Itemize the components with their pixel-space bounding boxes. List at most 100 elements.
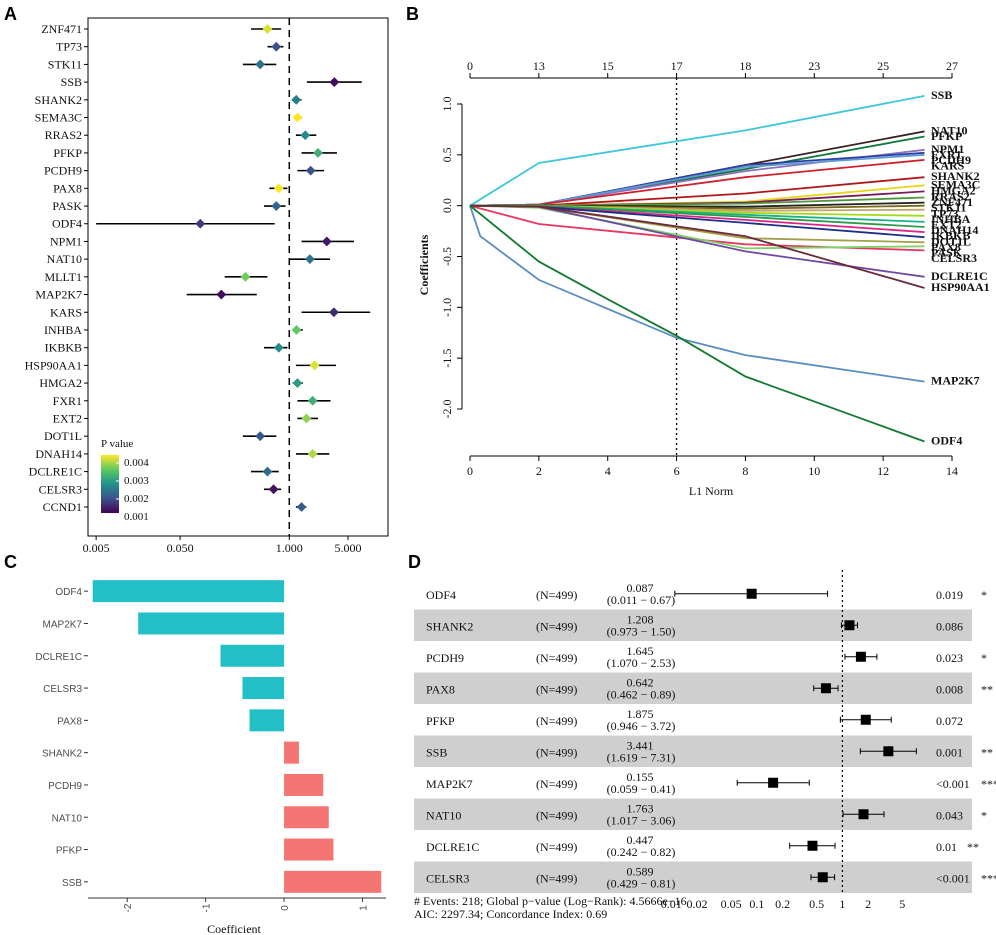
estimate-point-a (255, 431, 266, 442)
row-label-a: DCLRE1C (29, 465, 82, 479)
x-tick-label-b: 4 (605, 464, 611, 478)
row-ci-d: (1.070 − 2.53) (607, 656, 676, 670)
series-label-b: HSP90AA1 (931, 280, 990, 294)
estimate-point-a (273, 342, 284, 353)
series-label-b: INHBA (931, 212, 971, 226)
row-signif-d: ** (967, 840, 979, 854)
estimate-point-a (309, 360, 320, 371)
estimate-point-a (328, 307, 339, 318)
row-pvalue-d: 0.086 (936, 619, 963, 633)
row-label-a: HSP90AA1 (25, 358, 82, 372)
x-tick-label-a: 0.050 (167, 541, 194, 555)
row-name-d: DCLRE1C (426, 840, 479, 854)
series-label-b: DCLRE1C (931, 269, 988, 283)
row-label-a: SSB (61, 75, 82, 89)
row-label-a: SEMA3C (35, 111, 82, 125)
estimate-point-a (292, 112, 303, 123)
series-label-b: CELSR3 (931, 251, 977, 265)
estimate-point-a (273, 183, 284, 194)
estimate-point-a (292, 378, 303, 388)
footer-aic-d: AIC: 2297.34; Concordance Index: 0.69 (414, 907, 607, 921)
series-label-b: EXT2 (931, 218, 962, 232)
x-tick-label-d: 0.05 (721, 897, 742, 911)
series-label-b: SEMA3C (931, 177, 980, 191)
panel-label-a: A (4, 4, 17, 24)
row-label-a: SHANK2 (35, 93, 82, 107)
x-tick-label-d: 1 (839, 897, 845, 911)
bar-nat10 (284, 806, 329, 829)
row-signif-d: *** (981, 871, 996, 885)
row-ci-d: (1.017 − 3.06) (607, 813, 676, 827)
series-label-b: SHANK2 (931, 169, 980, 183)
estimate-box-d (820, 683, 831, 694)
row-pvalue-d: 0.01 (936, 840, 957, 854)
x-tick-label-c: -1 (202, 903, 213, 912)
legend-label-a: 0.003 (124, 475, 149, 487)
y-tick-label-b: -0.5 (440, 247, 454, 266)
estimate-point-a (271, 201, 282, 211)
row-signif-d: ** (981, 682, 993, 696)
legend-a: P value 0.004 0.003 0.002 0.001 (101, 438, 149, 523)
series-label-b: MAP2K7 (931, 374, 980, 388)
category-label-c: PCDH9 (48, 781, 82, 792)
y-tick-label-b: 1.0 (440, 97, 454, 112)
top-tick-label-b: 25 (877, 59, 889, 73)
row-label-a: CELSR3 (39, 482, 82, 496)
series-label-b: HMGA2 (931, 183, 976, 197)
series-label-b: KARS (931, 159, 965, 173)
x-tick-label-b: 14 (946, 464, 958, 478)
estimate-point-a (291, 325, 302, 335)
bar-shank2 (284, 741, 299, 764)
row-name-d: ODF4 (426, 588, 456, 602)
row-hr-d: 0.087 (627, 581, 654, 595)
estimate-point-a (195, 218, 206, 229)
bar-celsr3 (242, 677, 285, 700)
row-signif-d: ** (981, 745, 993, 759)
row-band-d (414, 798, 972, 830)
row-hr-d: 1.875 (627, 707, 654, 721)
series-label-b: FXR1 (931, 147, 962, 161)
series-label-b: PCDH9 (931, 153, 971, 167)
row-pvalue-d: 0.072 (936, 714, 963, 728)
estimate-point-a (307, 395, 318, 406)
row-label-a: CCND1 (43, 500, 82, 514)
estimate-box-d (858, 809, 869, 820)
row-n-d: (N=499) (536, 619, 577, 633)
legend-label-a: 0.002 (124, 493, 149, 505)
top-tick-label-b: 18 (739, 59, 751, 73)
row-ci-d: (0.429 − 0.81) (607, 876, 676, 890)
series-label-b: STK11 (931, 201, 966, 215)
estimate-point-a (301, 413, 312, 424)
series-line-nat10 (469, 130, 925, 207)
series-label-b: DOT1L (931, 234, 971, 248)
x-tick-label-b: 2 (536, 464, 542, 478)
series-label-b: NPM1 (931, 142, 964, 156)
category-label-c: ODF4 (55, 587, 82, 598)
row-name-d: SHANK2 (426, 619, 473, 633)
x-tick-label-a: 1.000 (276, 541, 303, 555)
series-label-b: IKBKB (931, 229, 970, 243)
row-label-a: STK11 (48, 57, 82, 71)
category-label-c: DCLRE1C (35, 652, 82, 663)
x-tick-label-c: 1 (358, 905, 369, 911)
estimate-box-d (768, 777, 779, 788)
x-tick-label-d: 0.01 (661, 897, 682, 911)
category-label-c: NAT10 (52, 813, 83, 824)
estimate-point-a (240, 271, 251, 282)
row-n-d: (N=499) (536, 651, 577, 665)
row-label-a: ZNF471 (41, 22, 82, 36)
row-label-a: ODF4 (52, 217, 82, 231)
row-n-d: (N=499) (536, 682, 577, 696)
row-n-d: (N=499) (536, 840, 577, 854)
category-label-c: CELSR3 (43, 684, 82, 695)
estimate-box-d (883, 746, 894, 757)
row-hr-d: 0.642 (627, 675, 654, 689)
row-band-d (414, 861, 972, 893)
y-tick-label-b: 0.0 (440, 198, 454, 213)
row-label-a: PFKP (53, 146, 82, 160)
row-label-a: NPM1 (50, 234, 82, 248)
row-label-a: FXR1 (53, 394, 82, 408)
x-tick-label-d: 0.1 (749, 897, 764, 911)
x-tick-label-b: 12 (877, 464, 889, 478)
